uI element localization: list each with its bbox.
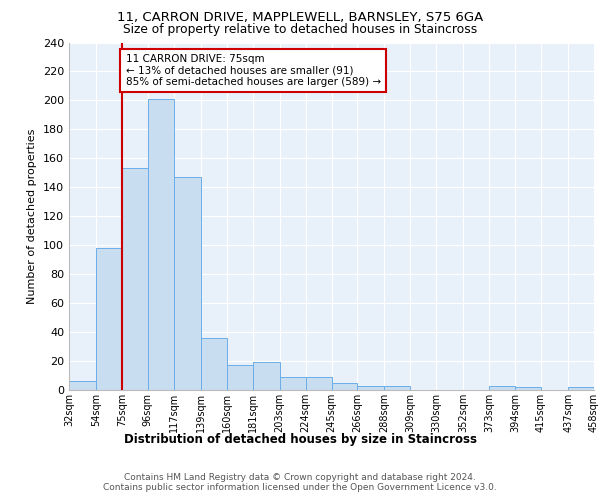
Bar [96,248,122,390]
Bar [148,99,174,390]
Text: Distribution of detached houses by size in Staincross: Distribution of detached houses by size … [124,432,476,446]
Bar [122,168,148,390]
Bar [69,382,96,390]
Bar [280,377,305,390]
Bar [568,387,594,390]
Bar [358,386,385,390]
Bar [515,387,541,390]
Bar [331,383,358,390]
Text: 11, CARRON DRIVE, MAPPLEWELL, BARNSLEY, S75 6GA: 11, CARRON DRIVE, MAPPLEWELL, BARNSLEY, … [117,11,483,24]
Text: Contains HM Land Registry data © Crown copyright and database right 2024.: Contains HM Land Registry data © Crown c… [124,472,476,482]
Bar [201,338,227,390]
Text: 11 CARRON DRIVE: 75sqm
← 13% of detached houses are smaller (91)
85% of semi-det: 11 CARRON DRIVE: 75sqm ← 13% of detached… [125,54,381,88]
Bar [253,362,280,390]
Bar [489,386,515,390]
Y-axis label: Number of detached properties: Number of detached properties [28,128,37,304]
Bar [174,177,201,390]
Bar [227,366,253,390]
Bar [385,386,410,390]
Text: Contains public sector information licensed under the Open Government Licence v3: Contains public sector information licen… [103,482,497,492]
Bar [305,377,331,390]
Text: Size of property relative to detached houses in Staincross: Size of property relative to detached ho… [123,22,477,36]
